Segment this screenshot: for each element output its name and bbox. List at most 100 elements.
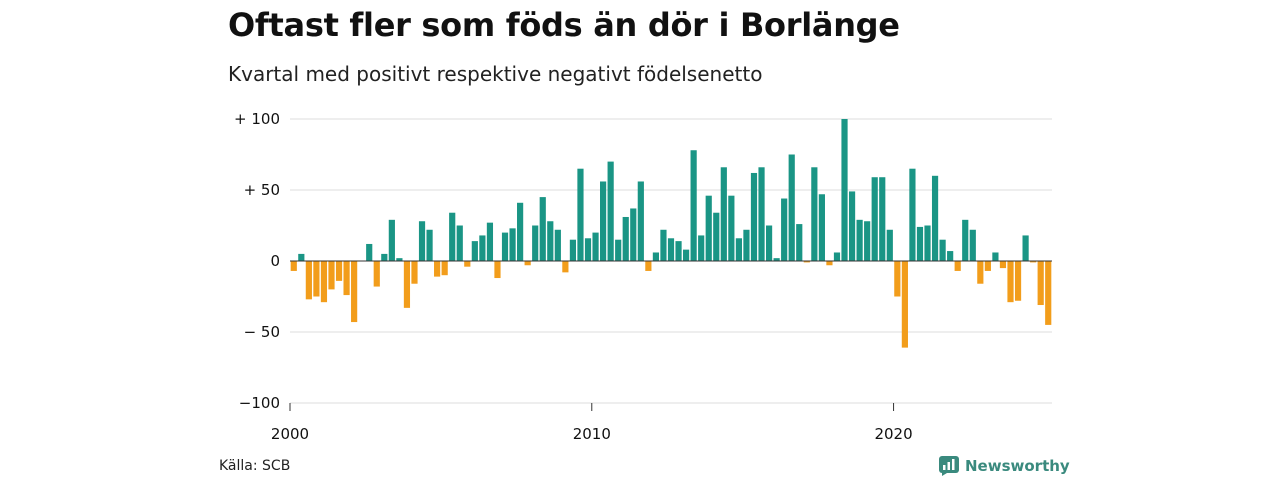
bar [773, 258, 780, 261]
bar [992, 252, 999, 261]
bar [848, 191, 856, 261]
bar [931, 175, 939, 261]
brand-logo: Newsworthy [939, 456, 1070, 476]
bar [486, 222, 494, 261]
bar [569, 239, 577, 261]
bar [765, 225, 773, 261]
bar [743, 229, 750, 261]
bar [343, 261, 350, 296]
bar [290, 261, 297, 271]
bar [577, 168, 584, 261]
bar [977, 261, 984, 284]
bar [622, 216, 629, 261]
bar [894, 261, 901, 297]
bar [660, 229, 667, 261]
bar [592, 232, 599, 261]
bar [373, 261, 380, 287]
bar [305, 261, 312, 300]
bar [418, 221, 426, 261]
bar [652, 252, 660, 261]
bar [818, 194, 825, 261]
bar [630, 208, 637, 261]
bar [1037, 261, 1044, 306]
bar [984, 261, 991, 271]
bar [464, 261, 471, 267]
bar [841, 119, 848, 261]
bar [826, 261, 833, 266]
bar [969, 229, 976, 261]
bar [1045, 261, 1052, 325]
bar [803, 261, 810, 263]
bar [690, 150, 697, 261]
bar [366, 243, 373, 261]
bar [607, 161, 614, 261]
bar [682, 249, 690, 261]
bar [426, 229, 433, 261]
bar [667, 238, 675, 261]
y-tick-label: + 100 [234, 110, 280, 128]
bar [1014, 261, 1022, 301]
bar [705, 195, 712, 261]
bar [615, 239, 622, 261]
bar [886, 229, 893, 261]
bar [449, 212, 456, 261]
bar [539, 197, 546, 261]
bar [962, 219, 969, 261]
bar [532, 225, 539, 261]
bar [811, 167, 818, 261]
y-tick-label: 0 [270, 252, 280, 270]
chart-title: Oftast fler som föds än dör i Borlänge [228, 6, 900, 44]
bar [879, 177, 886, 261]
bar [584, 238, 592, 261]
y-tick-label: − 50 [244, 323, 280, 341]
x-tick-label: 2020 [874, 425, 912, 443]
x-tick-label: 2010 [573, 425, 611, 443]
newsworthy-logo-icon [939, 456, 959, 476]
bar [554, 229, 561, 261]
bar [1022, 235, 1029, 261]
bar [939, 239, 946, 261]
bar [600, 181, 607, 261]
bar [796, 224, 803, 261]
bar [758, 167, 765, 261]
bar [1030, 261, 1037, 263]
bar [909, 168, 916, 261]
brand-name: Newsworthy [965, 457, 1070, 475]
bar [637, 181, 644, 261]
bar [298, 253, 305, 261]
bar [562, 261, 569, 273]
bar [728, 195, 735, 261]
bar [434, 261, 441, 277]
bar [388, 219, 395, 261]
bar [411, 261, 418, 284]
bar [328, 261, 335, 290]
bar [924, 225, 931, 261]
bar [479, 235, 486, 261]
bar [441, 261, 448, 276]
chart-subtitle: Kvartal med positivt respektive negativt… [228, 62, 763, 86]
y-tick-label: + 50 [244, 181, 280, 199]
bar [954, 261, 961, 271]
bar [788, 154, 795, 261]
bar [351, 261, 358, 323]
bar [901, 261, 908, 348]
y-tick-label: −100 [239, 394, 280, 412]
bar [509, 228, 516, 261]
bar [517, 202, 524, 261]
bar [403, 261, 411, 308]
bar [524, 261, 531, 266]
bar [320, 261, 328, 303]
bar [947, 251, 954, 261]
bar [720, 167, 727, 261]
bar [698, 235, 705, 261]
bar [456, 225, 463, 261]
bar [781, 198, 788, 261]
bar [916, 226, 924, 261]
bar [645, 261, 652, 271]
bar [713, 212, 720, 261]
bar [750, 172, 758, 261]
bar [871, 177, 878, 261]
bar [675, 241, 682, 261]
bar [381, 253, 388, 261]
